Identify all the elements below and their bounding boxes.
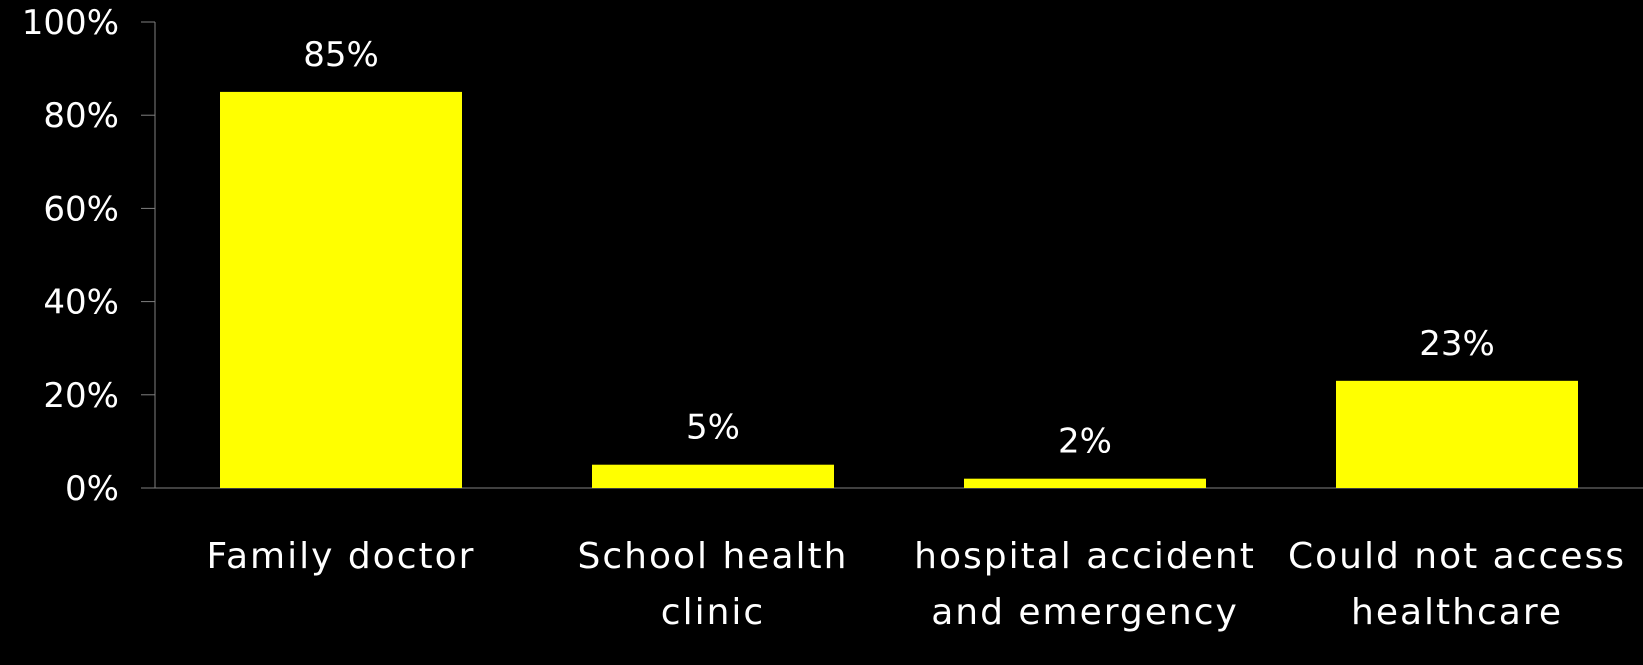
y-tick-label: 40% xyxy=(43,283,119,323)
y-tick-label: 0% xyxy=(65,469,119,509)
data-label: 85% xyxy=(303,35,379,75)
y-tick-label: 20% xyxy=(43,376,119,416)
bars xyxy=(220,91,1578,489)
category-labels: Family doctor School health clinic hospital… xyxy=(207,536,1626,633)
bar xyxy=(1336,380,1578,488)
x-tick-label: School health xyxy=(578,536,849,577)
y-axis: 0% 20% 40% 60% 80% 100% xyxy=(22,3,156,509)
x-tick-label: healthcare xyxy=(1351,592,1563,633)
x-tick-label: Could not access xyxy=(1288,536,1626,577)
data-label: 5% xyxy=(686,408,740,448)
bar xyxy=(964,478,1206,488)
x-tick-label: Family doctor xyxy=(207,536,476,577)
data-label: 2% xyxy=(1058,422,1112,462)
data-labels: 85% 5% 2% 23% xyxy=(303,35,1495,462)
bar xyxy=(220,91,462,489)
x-tick-label: hospital accident xyxy=(914,536,1256,577)
data-label: 23% xyxy=(1419,324,1495,364)
y-tick-label: 60% xyxy=(43,189,119,229)
x-tick-label: and emergency xyxy=(931,592,1239,633)
y-tick-label: 80% xyxy=(43,96,119,136)
y-tick-label: 100% xyxy=(22,3,119,43)
x-tick-label: clinic xyxy=(661,592,765,633)
bar xyxy=(592,464,834,488)
